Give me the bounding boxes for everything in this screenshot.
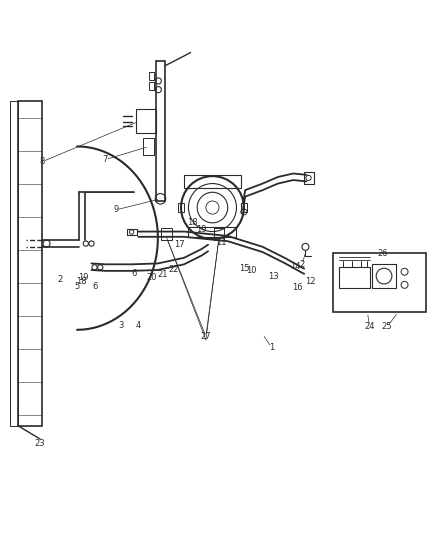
Bar — [18, 101, 42, 426]
Text: 23: 23 — [35, 439, 45, 448]
Text: 8: 8 — [39, 157, 45, 166]
Text: 2: 2 — [299, 260, 304, 269]
Text: 11: 11 — [216, 238, 226, 247]
Text: 2: 2 — [57, 275, 62, 284]
Bar — [149, 82, 154, 90]
Text: 6: 6 — [92, 281, 97, 290]
Text: 4: 4 — [136, 321, 141, 330]
Bar — [184, 175, 241, 188]
Text: 9: 9 — [114, 205, 119, 214]
Text: 22: 22 — [168, 265, 178, 274]
Bar — [161, 228, 172, 240]
Bar — [155, 61, 165, 201]
Text: 16: 16 — [292, 283, 303, 292]
Text: 27: 27 — [201, 332, 211, 341]
Bar — [127, 229, 137, 235]
Bar — [177, 203, 184, 212]
Text: 5: 5 — [74, 281, 80, 290]
Bar — [136, 109, 155, 133]
Text: 13: 13 — [268, 272, 279, 280]
Bar — [143, 138, 153, 155]
Bar — [332, 253, 426, 312]
Text: 19: 19 — [78, 273, 89, 282]
Text: 18: 18 — [187, 219, 198, 228]
Bar — [11, 101, 18, 426]
Text: 18: 18 — [76, 277, 87, 286]
Text: 21: 21 — [157, 270, 167, 279]
Text: 24: 24 — [364, 322, 375, 331]
Text: 14: 14 — [290, 262, 300, 271]
Text: 17: 17 — [174, 240, 185, 249]
Bar — [304, 172, 314, 184]
Bar — [188, 227, 237, 237]
Text: 6: 6 — [131, 269, 137, 278]
Bar — [339, 266, 370, 288]
Text: 10: 10 — [247, 266, 257, 276]
Text: 12: 12 — [305, 277, 316, 286]
Bar — [149, 72, 154, 80]
Text: 19: 19 — [196, 225, 207, 234]
Bar — [372, 264, 396, 288]
Bar — [214, 228, 224, 240]
Bar — [241, 203, 247, 212]
Text: 1: 1 — [269, 343, 274, 352]
Text: 20: 20 — [146, 273, 156, 282]
Text: 25: 25 — [382, 322, 392, 331]
Text: 15: 15 — [239, 264, 250, 273]
Text: 7: 7 — [103, 155, 108, 164]
Text: 26: 26 — [378, 249, 388, 258]
Text: 3: 3 — [118, 321, 124, 330]
